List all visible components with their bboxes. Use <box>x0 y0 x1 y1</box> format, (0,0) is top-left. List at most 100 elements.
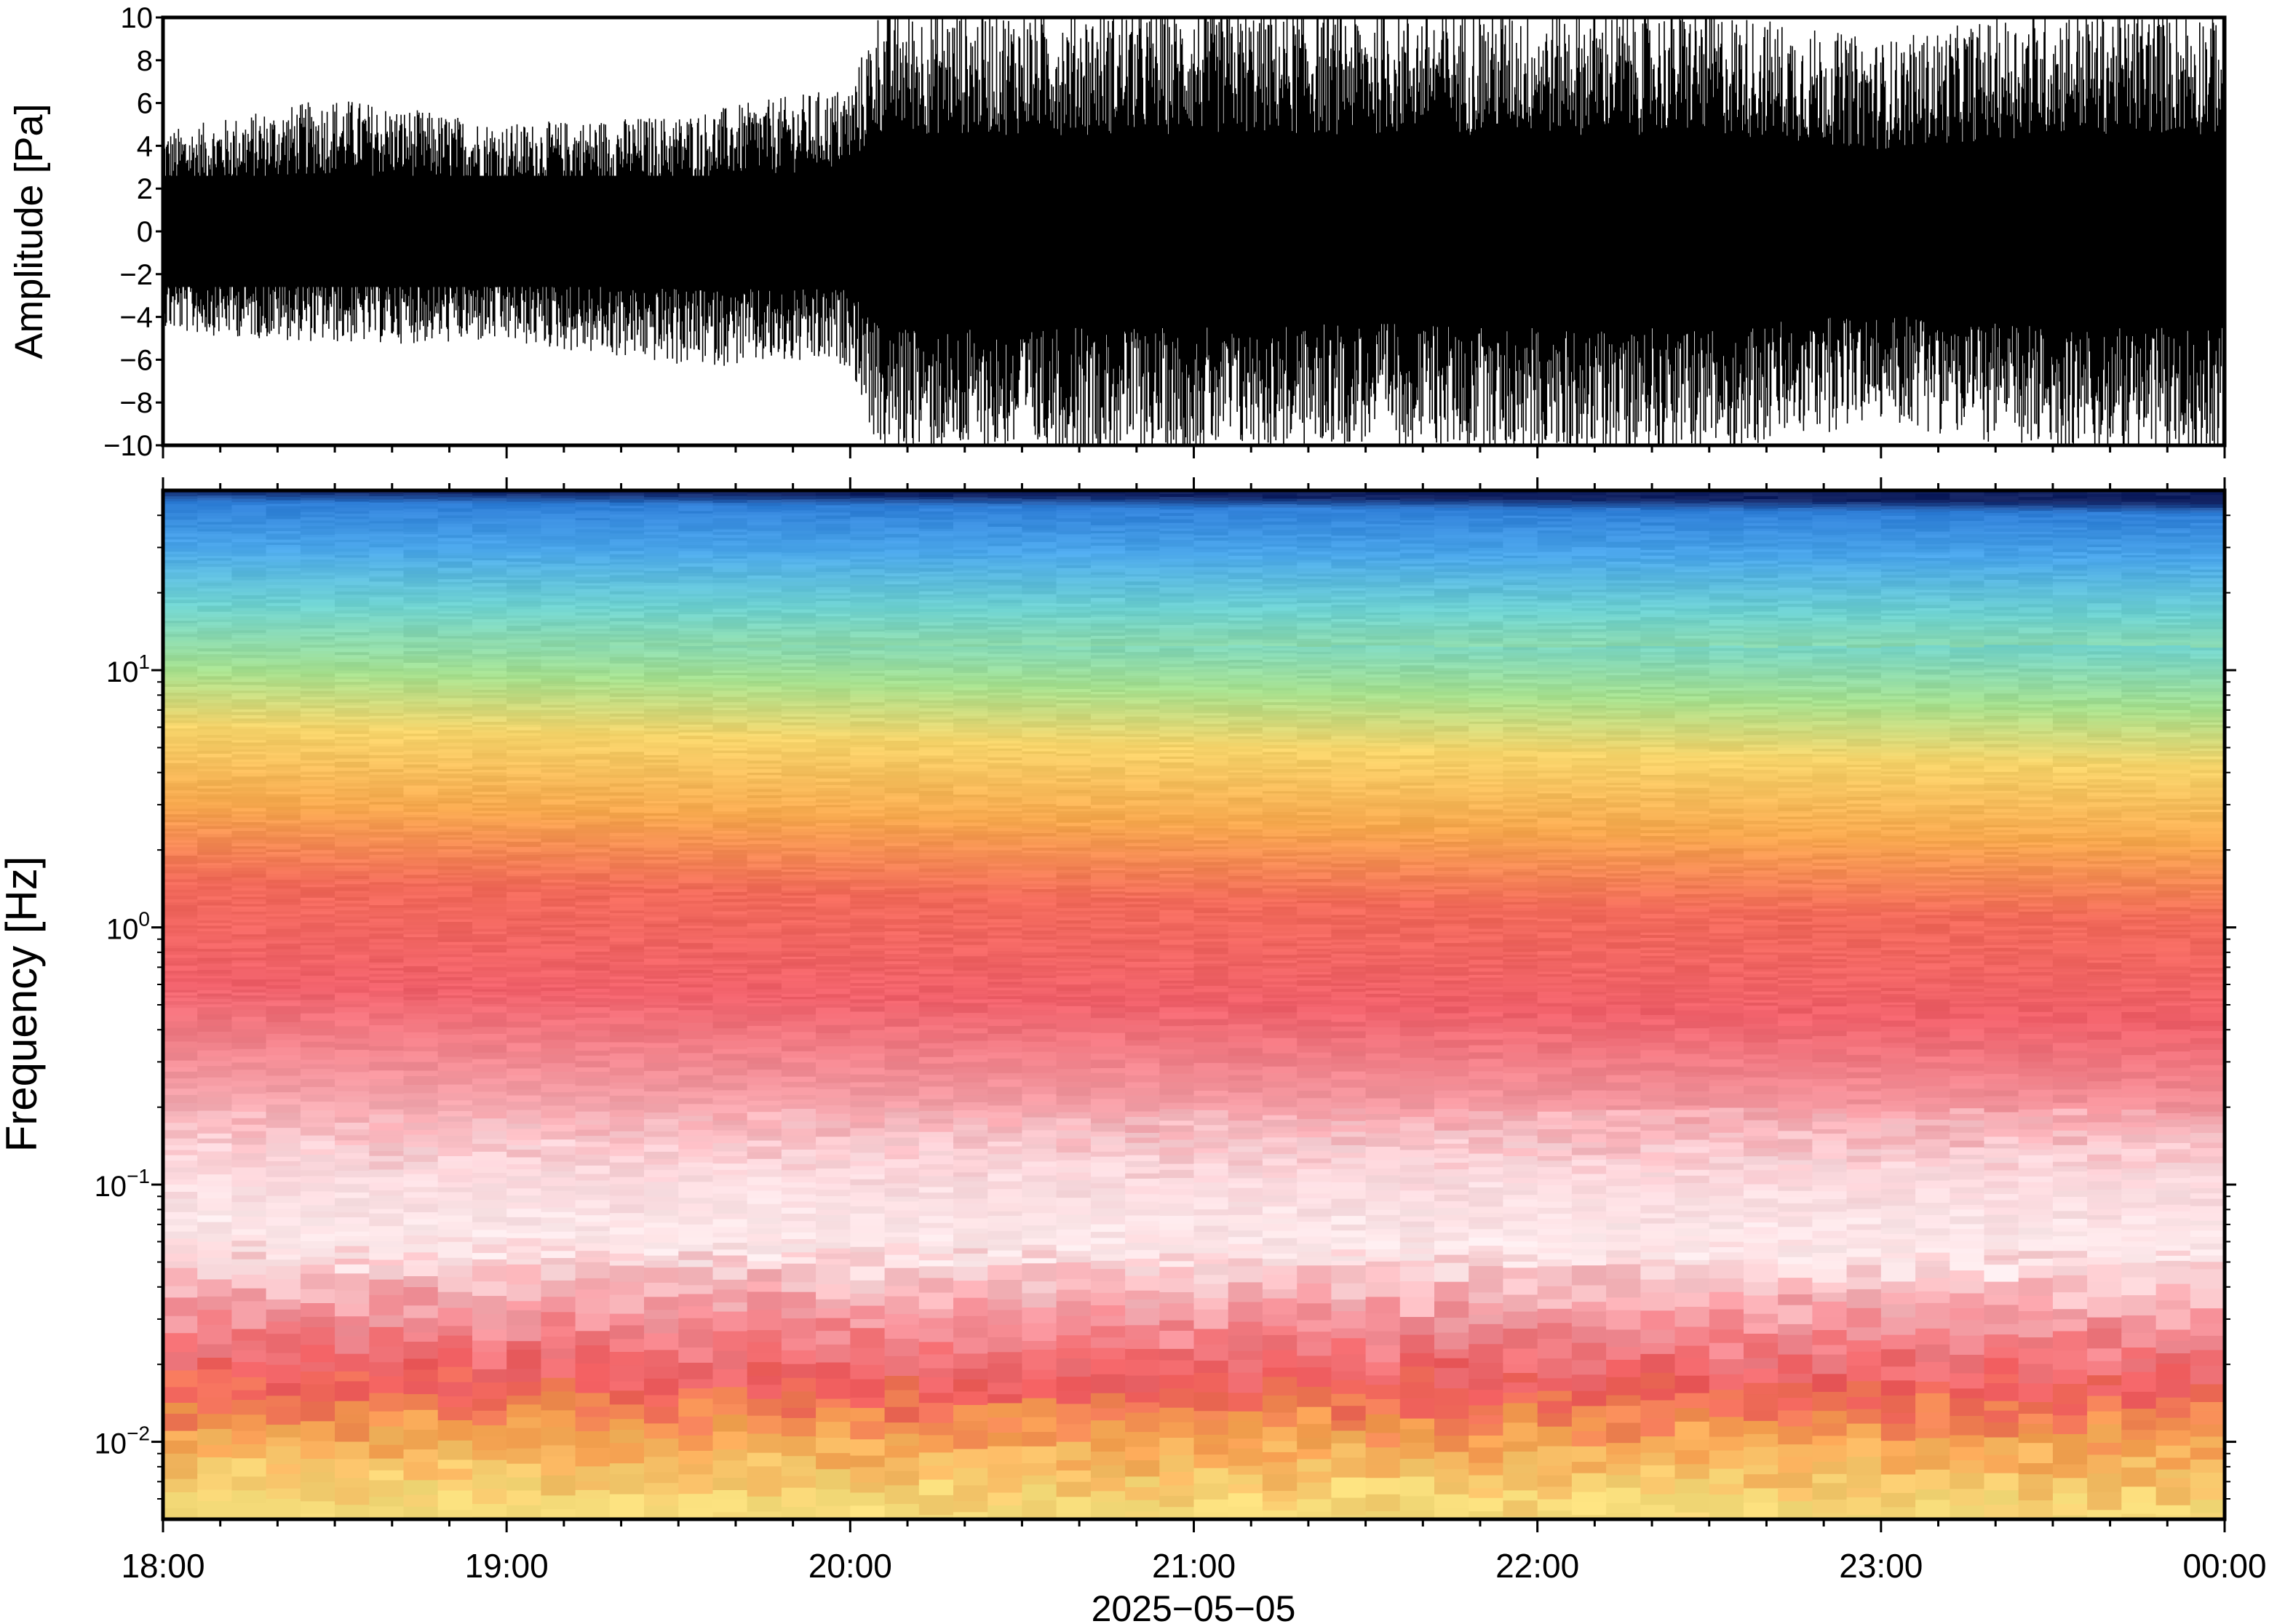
spectrogram-cell <box>403 1305 439 1319</box>
spectrogram-cell <box>575 1055 611 1062</box>
spectrogram-cell <box>231 699 267 704</box>
spectrogram-cell <box>369 1294 405 1316</box>
spectrogram-cell <box>575 1023 611 1031</box>
spectrogram-cell <box>437 722 473 726</box>
spectrogram-cell <box>712 886 748 890</box>
spectrogram-cell <box>781 773 816 777</box>
spectrogram-cell <box>506 960 542 965</box>
spectrogram-cell <box>506 898 542 901</box>
spectrogram-cell <box>575 728 611 731</box>
spectrogram-cell <box>816 1013 851 1019</box>
spectrogram-cell <box>403 1342 439 1360</box>
spectrogram-cell <box>197 1077 233 1087</box>
spectrogram-cell <box>644 553 679 557</box>
spectrogram-cell <box>163 775 198 779</box>
spectrogram-cell <box>575 1142 611 1148</box>
spectrogram-cell <box>335 867 370 872</box>
spectrogram-cell <box>816 518 851 522</box>
spectrogram-cell <box>575 856 611 860</box>
spectrogram-cell <box>506 597 542 602</box>
spectrogram-cell <box>266 733 301 739</box>
spectrogram-cell <box>747 659 782 664</box>
spectrogram-cell <box>575 648 611 653</box>
spectrogram-cell <box>609 702 645 706</box>
spectrogram-cell <box>197 1210 233 1217</box>
spectrogram-cell <box>231 831 267 835</box>
spectrogram-cell <box>541 802 576 805</box>
spectrogram-cell <box>472 725 507 728</box>
spectrogram-cell <box>437 863 473 867</box>
spectrogram-cell <box>369 544 405 548</box>
spectrogram-cell <box>850 843 886 847</box>
spectrogram-cell <box>781 544 816 547</box>
spectrogram-cell <box>850 855 886 859</box>
spectrogram-cell <box>472 515 507 520</box>
spectrogram-cell <box>575 1448 611 1468</box>
spectrogram-cell <box>335 829 370 834</box>
spectrogram-cell <box>850 600 886 603</box>
spectrogram-cell <box>163 896 198 900</box>
spectrogram-cell <box>472 795 507 798</box>
spectrogram-cell <box>575 499 611 503</box>
spectrogram-cell <box>644 844 679 848</box>
spectrogram-cell <box>816 925 851 929</box>
spectrogram-cell <box>541 692 576 696</box>
spectrogram-cell <box>506 876 542 880</box>
spectrogram-cell <box>575 1042 611 1051</box>
spectrogram-cell <box>335 603 370 608</box>
spectrogram-cell <box>712 914 748 918</box>
spectrogram-cell <box>506 1164 542 1170</box>
spectrogram-cell <box>747 968 782 972</box>
spectrogram-cell <box>403 968 439 973</box>
spectrogram-cell <box>266 1189 301 1197</box>
spectrogram-cell <box>163 587 198 592</box>
spectrogram-cell <box>403 501 439 505</box>
spectrogram-cell <box>163 510 198 514</box>
spectrogram-cell <box>163 1071 198 1079</box>
waveform-trace <box>163 17 2225 445</box>
spectrogram-cell <box>506 508 542 512</box>
spectrogram-cell <box>644 947 679 950</box>
spectrogram-cell <box>403 776 439 781</box>
spectrogram-cell <box>781 1239 816 1245</box>
spectrogram-cell <box>609 824 645 828</box>
spectrogram-cell <box>197 943 233 947</box>
spectrogram-cell <box>678 765 714 770</box>
spectrogram-cell <box>403 1180 439 1188</box>
spectrogram-cell <box>472 819 507 823</box>
spectrogram-cell <box>781 1408 816 1419</box>
spectrogram-cell <box>678 775 714 779</box>
spectrogram-cell <box>300 500 335 504</box>
spectrogram-cell <box>300 628 335 633</box>
spectrogram-cell <box>678 617 714 622</box>
spectrogram-cell <box>197 1014 233 1021</box>
spectrogram-cell <box>781 615 816 619</box>
spectrogram-cell <box>712 518 748 522</box>
waveform-y-tick-label: −6 <box>119 344 153 376</box>
spectrogram-cell <box>575 1289 611 1299</box>
spectrogram-cell <box>369 1094 405 1102</box>
spectrogram-cell <box>266 516 301 520</box>
spectrogram-cell <box>712 966 748 971</box>
spectrogram-cell <box>644 816 679 820</box>
spectrogram-cell <box>781 816 816 819</box>
spectrogram-cell <box>575 609 611 613</box>
spectrogram-cell <box>506 672 542 676</box>
spectrogram-cell <box>472 776 507 779</box>
spectrogram-cell <box>541 749 576 753</box>
spectrogram-cell <box>231 528 267 532</box>
spectrogram-cell <box>231 899 267 903</box>
spectrogram-cell <box>266 883 301 886</box>
spectrogram-cell <box>747 873 782 877</box>
spectrogram-cell <box>850 687 886 692</box>
spectrogram-cell <box>335 1177 370 1185</box>
spectrogram-cell <box>266 997 301 1001</box>
spectrogram-cell <box>816 1469 851 1490</box>
spectrogram-cell <box>644 896 679 900</box>
spectrogram-cell <box>816 505 851 509</box>
spectrogram-cell <box>506 939 542 944</box>
spectrogram-cell <box>506 967 542 971</box>
spectrogram-cell <box>266 1203 301 1210</box>
spectrogram-cell <box>816 621 851 625</box>
spectrogram-cell <box>335 733 370 738</box>
